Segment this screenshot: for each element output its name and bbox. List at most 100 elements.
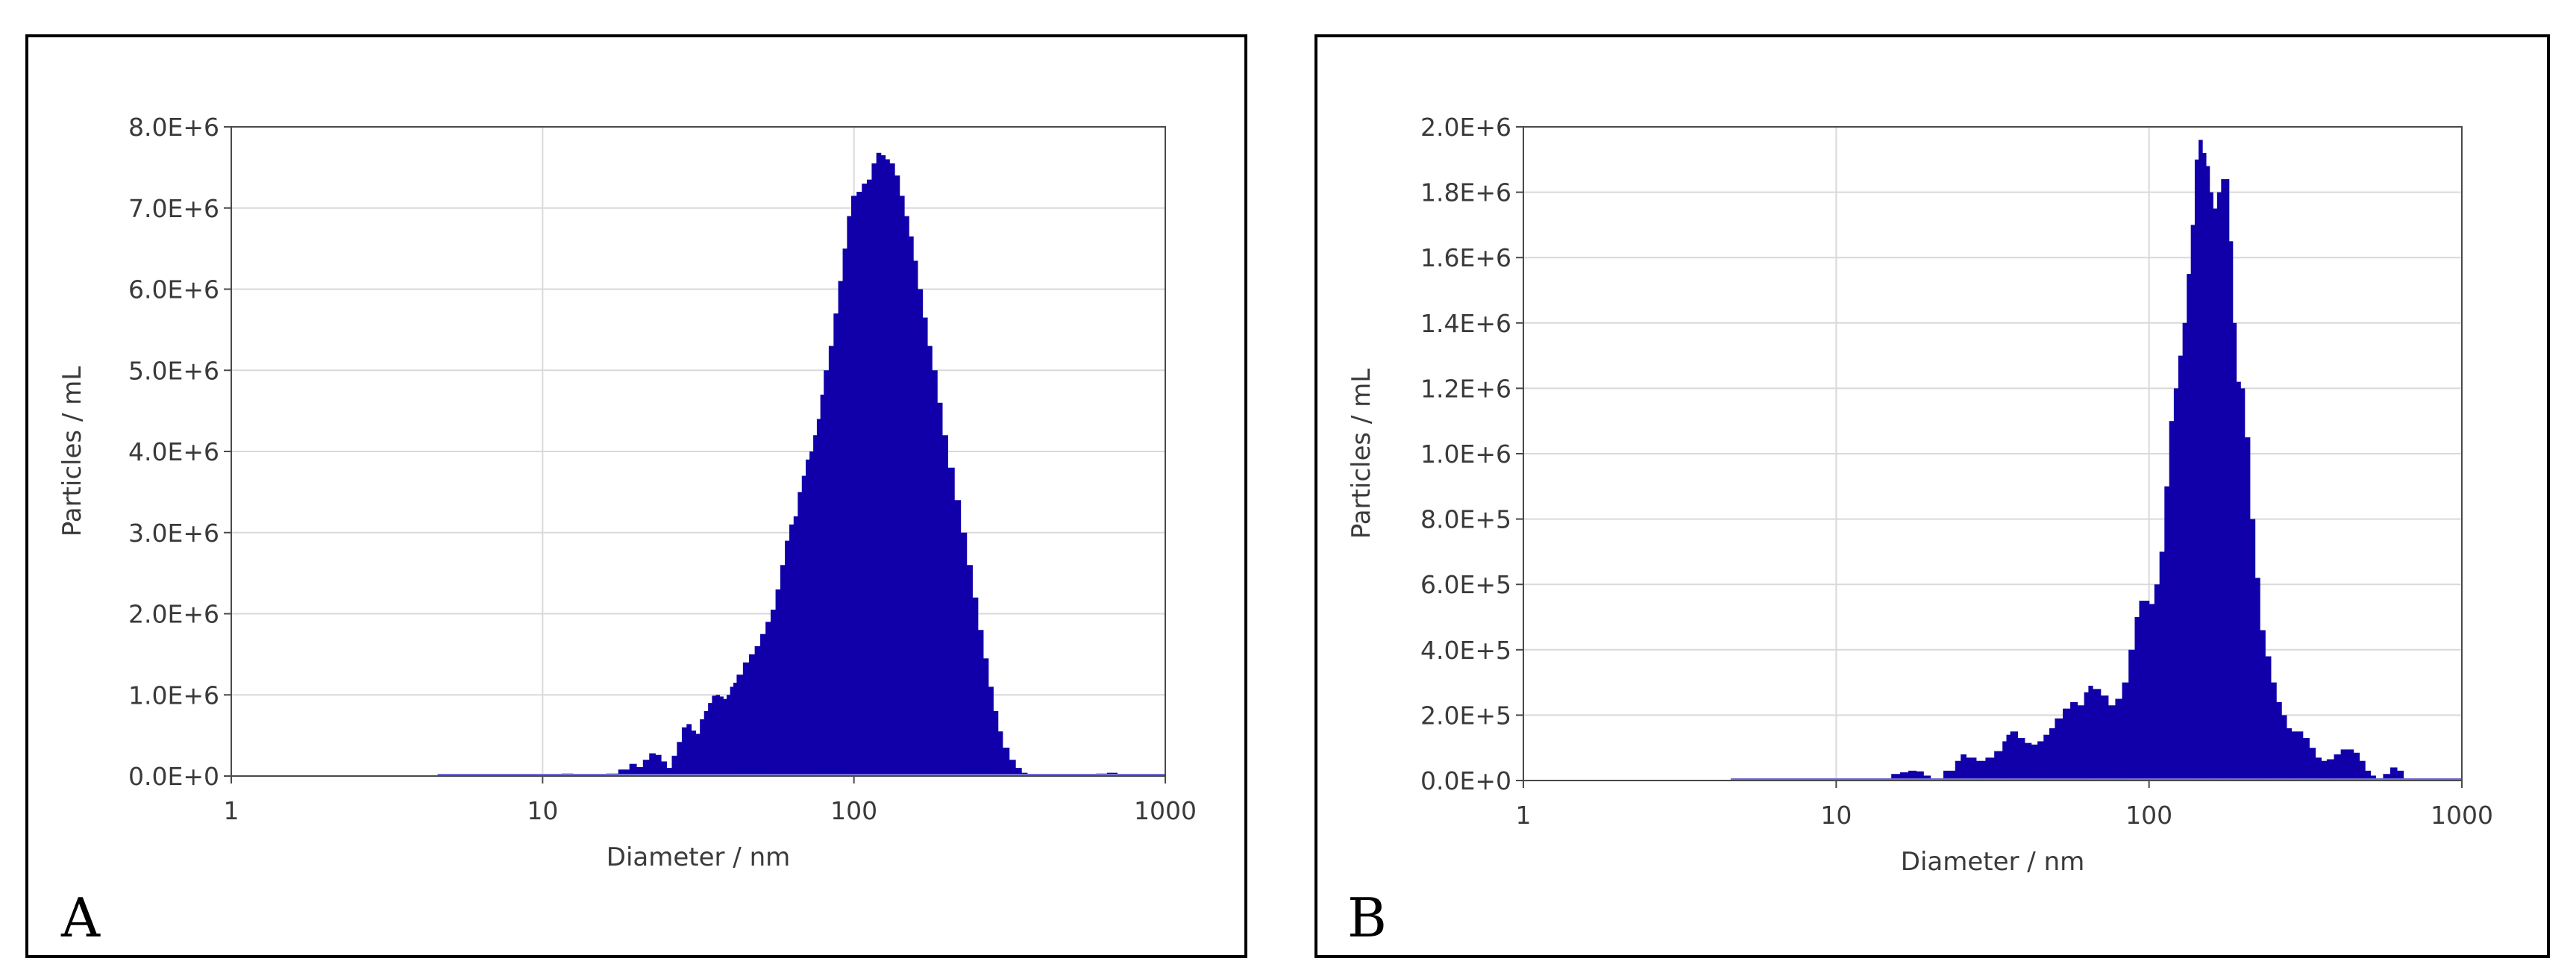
chart-b-y-tick-label: 8.0E+5	[1420, 505, 1511, 534]
chart-b-bar	[1975, 760, 1987, 781]
chart-b-bar	[2216, 192, 2222, 781]
chart-b-bar	[2143, 601, 2150, 781]
chart-b-bar	[2134, 617, 2140, 781]
chart-b-y-tick-label: 1.2E+6	[1420, 374, 1511, 403]
chart-a-bar	[813, 435, 818, 776]
chart-b-bar	[2209, 192, 2213, 781]
chart-b-bar	[2265, 656, 2272, 781]
chart-b-bar	[2108, 705, 2116, 781]
chart-a-bar	[677, 742, 683, 776]
chart-b-bar	[1943, 770, 1956, 781]
panel-b-frame	[1314, 34, 2550, 958]
chart-a-bar	[889, 163, 895, 776]
chart-b-bar	[2190, 225, 2196, 781]
chart-b-bar	[2154, 584, 2160, 781]
chart-a-bar	[824, 370, 830, 776]
chart-a-bar	[997, 731, 1003, 776]
chart-a-bar	[780, 565, 786, 776]
chart-b-bars	[1891, 140, 2404, 781]
chart-a-y-tick-label: 1.0E+6	[128, 681, 219, 710]
chart-b-bar	[2291, 731, 2297, 781]
chart-b-y-tick-label: 1.4E+6	[1420, 309, 1511, 338]
chart-a-y-tick-label: 4.0E+6	[128, 437, 219, 466]
chart-b-x-tick-label: 1000	[2431, 801, 2493, 830]
chart-a-bar	[770, 610, 777, 776]
chart-a-y-tick-label: 2.0E+6	[128, 600, 219, 629]
chart-b-bar	[2202, 153, 2207, 781]
chart-b-bar	[2092, 689, 2102, 781]
chart-a: 0.0E+0 1.0E+6 2.0E+6 3.0E+6 4.0E+6 5.0E+6 6.0E…	[57, 113, 1197, 872]
chart-b-bar	[2260, 630, 2266, 781]
chart-a-bar	[960, 532, 968, 776]
chart-a-bar	[917, 289, 924, 776]
chart-a-bar	[972, 597, 979, 776]
chart-a-bar	[922, 317, 928, 776]
chart-a-bar	[856, 192, 862, 776]
chart-a-y-tick-label: 6.0E+6	[128, 275, 219, 304]
chart-b-bar	[2240, 388, 2246, 781]
chart-a-bar	[885, 159, 890, 776]
chart-a-bar	[730, 686, 734, 776]
chart-a-bar	[909, 236, 914, 776]
chart-b-bar	[2043, 734, 2050, 781]
chart-a-y-axis-label: Particles / mL	[57, 366, 87, 537]
chart-a-bar	[754, 646, 761, 776]
chart-b-y-axis-label: Particles / mL	[1347, 369, 1376, 539]
chart-b-bar	[2302, 738, 2310, 781]
chart-a-ticks: 0.0E+0 1.0E+6 2.0E+6 3.0E+6 4.0E+6 5.0E+6 6.0E…	[128, 113, 1197, 825]
chart-b-bar	[1923, 775, 1931, 781]
chart-a-bar	[793, 516, 798, 776]
chart-a-bar	[954, 500, 962, 776]
chart-b-bar	[2070, 701, 2078, 781]
chart-b-bar	[1985, 757, 1995, 781]
chart-a-bar	[629, 763, 637, 776]
chart-a-bar	[712, 695, 717, 776]
chart-b-bar	[2063, 708, 2071, 781]
chart-b-bar	[2205, 166, 2210, 781]
chart-a-bar	[748, 654, 756, 776]
chart-a-bar	[715, 695, 721, 776]
chart-a-bar	[671, 755, 677, 776]
chart-b-bar	[1916, 771, 1924, 781]
chart-a-bar	[618, 769, 630, 776]
chart-b-bar	[2281, 715, 2287, 781]
chart-b-bar	[2353, 752, 2360, 781]
chart-a-y-tick-label: 5.0E+6	[128, 356, 219, 385]
chart-a-bar	[876, 152, 882, 777]
chart-b-bar	[1891, 774, 1901, 781]
chart-a-bar	[894, 175, 900, 776]
chart-b-y-tick-label: 1.6E+6	[1420, 243, 1511, 272]
chart-b-bar	[2088, 685, 2093, 781]
chart-b-bar	[1961, 754, 1967, 781]
chart-a-bar	[820, 394, 824, 776]
chart-a-bar	[851, 196, 857, 776]
chart-b-bar	[2365, 770, 2371, 781]
chart-a-bar	[686, 724, 692, 776]
chart-a-bars	[561, 152, 1127, 777]
chart-a-bar	[760, 634, 766, 776]
chart-a-bar	[880, 155, 886, 776]
chart-b-bar	[2077, 705, 2085, 781]
chart-a-grid	[231, 127, 1165, 776]
chart-a-x-tick-label: 100	[830, 796, 877, 825]
chart-a-bar	[666, 768, 673, 776]
chart-b-bar	[1908, 770, 1917, 781]
chart-b-bar	[2228, 241, 2234, 781]
chart-a-bar	[932, 370, 938, 776]
chart-a-bar	[871, 163, 877, 776]
chart-a-bar	[927, 345, 933, 776]
chart-a-bar	[708, 703, 712, 776]
chart-a-bar	[742, 662, 750, 776]
chart-b-bar	[1966, 757, 1977, 781]
chart-a-bar	[988, 686, 994, 776]
chart-a-bar	[937, 402, 943, 776]
chart-a-bar	[636, 767, 644, 776]
chart-a-bar	[655, 754, 662, 776]
chart-a-x-tick-label: 10	[527, 796, 558, 825]
chart-b-bar	[2295, 731, 2304, 781]
chart-b-bar	[2334, 754, 2342, 781]
chart-b-bar	[2031, 744, 2038, 781]
chart-b-bar	[2389, 767, 2398, 781]
chart-b-bar	[2010, 731, 2019, 781]
chart-b-bar	[2024, 742, 2032, 781]
